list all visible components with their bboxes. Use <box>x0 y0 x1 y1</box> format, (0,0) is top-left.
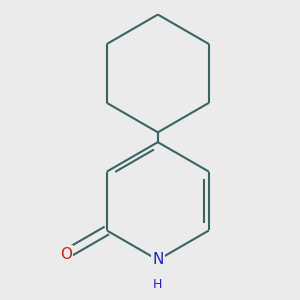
Text: N: N <box>152 252 164 267</box>
Text: O: O <box>60 247 72 262</box>
Text: H: H <box>153 278 163 291</box>
